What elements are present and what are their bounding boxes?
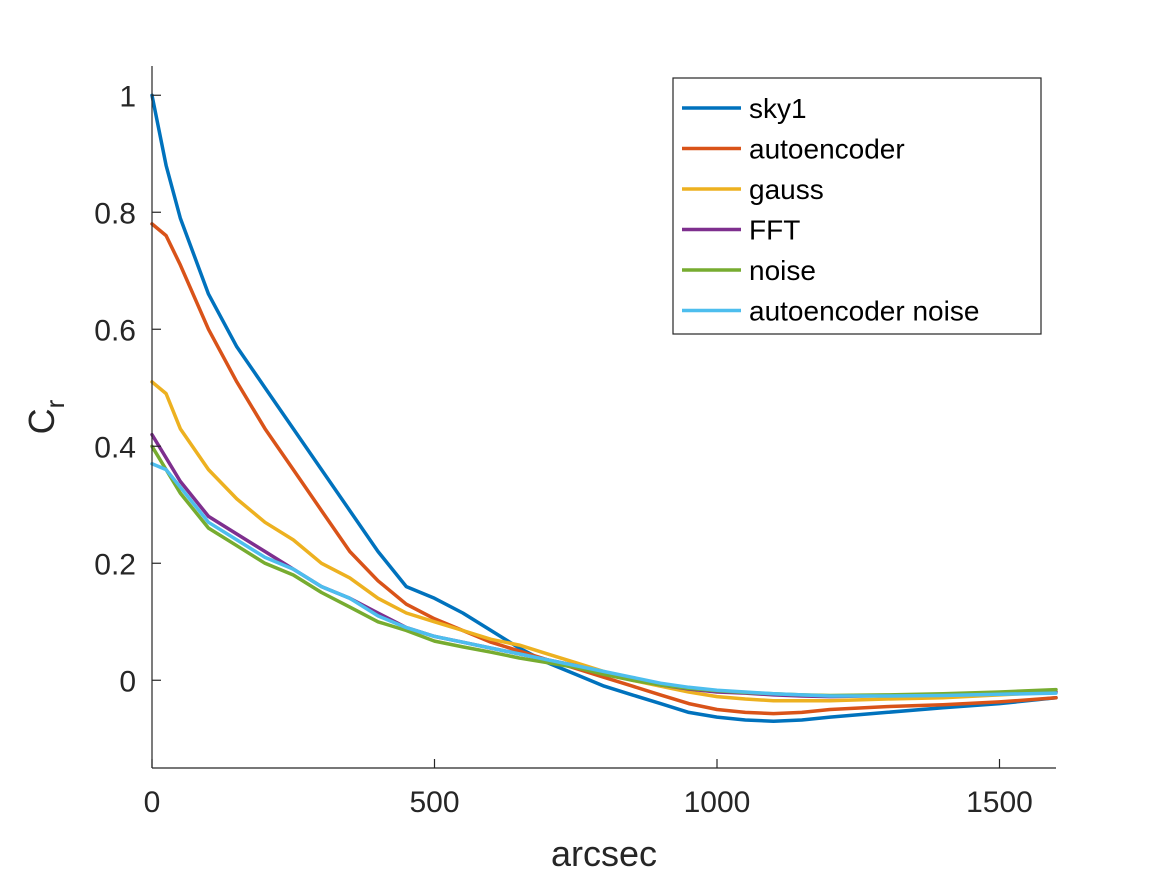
axes: [151, 66, 1056, 769]
legend-label: gauss: [749, 174, 824, 205]
legend-label: autoencoder: [749, 134, 905, 165]
x-axis-label: arcsec: [551, 833, 657, 874]
y-tick-label: 0: [119, 665, 136, 698]
x-tick-label: 0: [144, 786, 161, 819]
tick-labels: 0 500 1000 1500 0 0.2 0.4 0.6 0.8 1: [94, 80, 1033, 819]
y-tick-label: 0.8: [94, 197, 136, 230]
y-tick-label: 1: [119, 80, 136, 113]
legend-label: noise: [749, 255, 816, 286]
y-axis-label-main: C: [21, 408, 62, 434]
series-line-4: [150, 444, 1058, 698]
y-tick-label: 0.2: [94, 548, 136, 581]
series-lines: [150, 93, 1058, 723]
y-tick-label: 0.4: [94, 431, 136, 464]
y-tick-label: 0.6: [94, 314, 136, 347]
legend-label: sky1: [749, 93, 807, 124]
series-line-2: [150, 380, 1058, 703]
y-axis-label-subscript: r: [40, 399, 70, 408]
x-tick-label: 1000: [684, 786, 751, 819]
legend-label: autoencoder noise: [749, 296, 979, 327]
series-line-5: [150, 462, 1058, 698]
y-axis-label-group: Cr: [21, 399, 70, 434]
y-axis-label: Cr: [21, 399, 70, 434]
legend-label: FFT: [749, 215, 800, 246]
x-tick-label: 500: [409, 786, 459, 819]
x-tick-label: 1500: [966, 786, 1033, 819]
legend-box: [672, 77, 1042, 335]
legend: sky1 autoencoder gauss FFT noise autoencoder …: [672, 77, 1042, 335]
